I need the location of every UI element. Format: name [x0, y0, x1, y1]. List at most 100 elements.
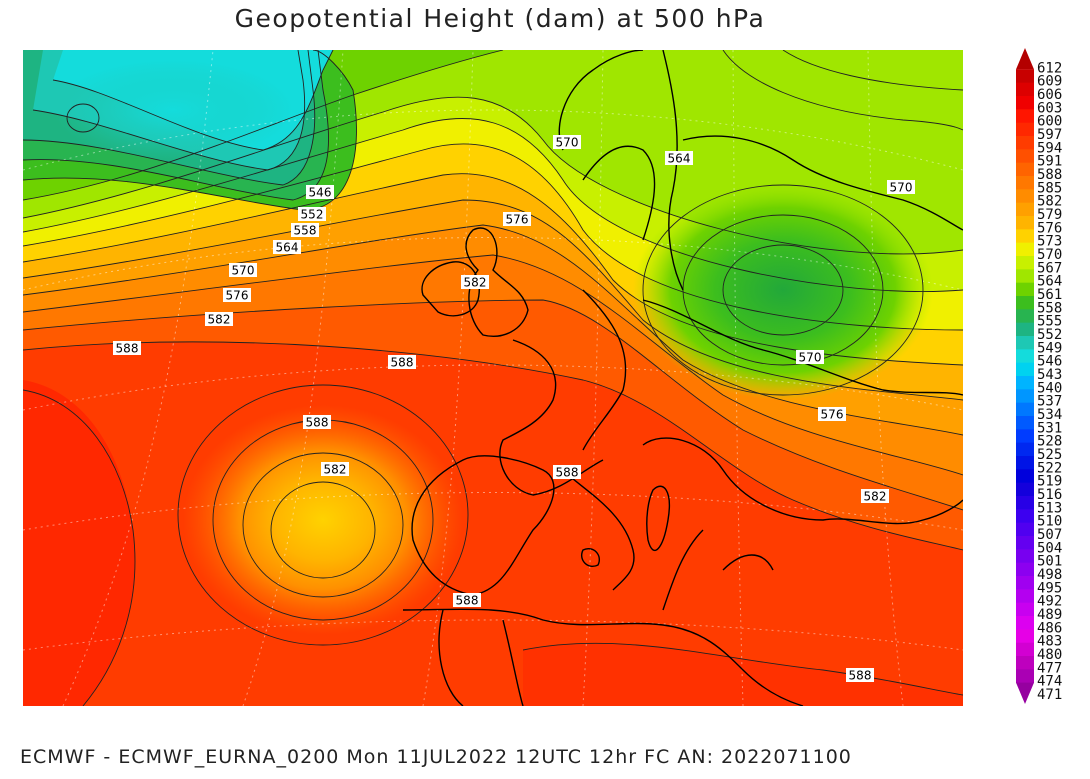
contour-lines: [23, 50, 963, 706]
svg-text:588: 588: [849, 669, 872, 683]
contour-label: 582: [861, 489, 889, 504]
colorbar-tick-label: 582: [1037, 194, 1062, 210]
colorbar-tick-label: 534: [1037, 407, 1062, 423]
colorbar-swatch: [1016, 589, 1034, 604]
colorbar-swatch: [1016, 82, 1034, 97]
band-594-south: [523, 643, 963, 706]
contour-label: 570: [796, 350, 824, 365]
svg-text:582: 582: [324, 463, 347, 477]
svg-text:576: 576: [506, 213, 529, 227]
svg-text:588: 588: [391, 356, 414, 370]
svg-text:552: 552: [301, 208, 324, 222]
colorbar-swatch: [1016, 282, 1034, 297]
svg-text:588: 588: [306, 416, 329, 430]
colorbar-tick-label: 555: [1037, 314, 1062, 330]
svg-text:588: 588: [116, 342, 139, 356]
colorbar-swatch: [1016, 309, 1034, 324]
colorbar-swatch: [1016, 496, 1034, 510]
colorbar-tick-label: 492: [1037, 594, 1062, 610]
colorbar-tick-label: 477: [1037, 660, 1062, 676]
colorbar-swatch: [1016, 522, 1034, 537]
svg-text:582: 582: [464, 276, 487, 290]
contour-label: 570: [553, 135, 581, 150]
colorbar-tick-label: 513: [1037, 500, 1062, 516]
colorbar-swatch: [1016, 149, 1034, 164]
contour-label: 546: [306, 185, 334, 200]
contour-label: 564: [273, 240, 301, 255]
svg-text:546: 546: [309, 186, 332, 200]
cyan-core: [53, 60, 293, 160]
colorbar-tick-label: 588: [1037, 167, 1062, 183]
colorbar-swatch: [1016, 256, 1034, 270]
svg-text:588: 588: [456, 594, 479, 608]
colorbar-tick-label: 561: [1037, 287, 1062, 303]
colorbar-swatch: [1016, 322, 1034, 337]
contour-label: 588: [113, 341, 141, 356]
contour-label: 576: [818, 407, 846, 422]
colorbar-tick-label: 600: [1037, 114, 1062, 130]
colorbar-swatch: [1016, 336, 1034, 350]
colorbar-swatch: [1016, 402, 1034, 417]
colorbar-tick-label: 606: [1037, 87, 1062, 103]
colorbar-swatch: [1016, 549, 1034, 564]
colorbar-tick-label: 573: [1037, 234, 1062, 250]
colorbar-swatch: [1016, 469, 1034, 484]
colorbar-tick-label: 480: [1037, 647, 1062, 663]
colorbar-tick-label: 531: [1037, 420, 1062, 436]
colorbar-tick-label: 501: [1037, 554, 1062, 570]
svg-text:582: 582: [864, 490, 887, 504]
colorbar-legend: 6126096066036005975945915885855825795765…: [1016, 48, 1062, 704]
colorbar-tick-label: 579: [1037, 207, 1062, 223]
colorbar-swatch: [1016, 656, 1034, 670]
colorbar-swatch: [1016, 642, 1034, 657]
colorbar-swatch: [1016, 48, 1034, 70]
contour-label: 558: [291, 223, 319, 238]
colorbar-tick-label: 486: [1037, 620, 1062, 636]
svg-text:570: 570: [799, 351, 822, 365]
colorbar-swatch: [1016, 389, 1034, 404]
colorbar-tick-label: 522: [1037, 460, 1062, 476]
contour-label: 564: [665, 151, 693, 166]
colorbar-tick-label: 576: [1037, 220, 1062, 236]
colorbar-swatch: [1016, 349, 1034, 364]
colorbar-swatches: [1016, 48, 1034, 704]
contour-label: 588: [388, 355, 416, 370]
svg-text:570: 570: [556, 136, 579, 150]
colorbar-swatch: [1016, 189, 1034, 204]
colorbar-swatch: [1016, 96, 1034, 110]
colorbar-tick-labels: 6126096066036005975945915885855825795765…: [1037, 60, 1062, 703]
colorbar-tick-label: 495: [1037, 580, 1062, 596]
contour-label: 576: [503, 212, 531, 227]
geopotential-height-map: 546 552 558 564 570 576 582 588 588 588 582 588 588 5…: [23, 50, 963, 706]
contour-label: 588: [453, 593, 481, 608]
colorbar-tick-label: 546: [1037, 354, 1062, 370]
colorbar-swatch: [1016, 509, 1034, 524]
colorbar-swatch: [1016, 629, 1034, 644]
colorbar-swatch: [1016, 682, 1034, 704]
subtropical-ridge: [183, 405, 463, 635]
colorbar-tick-label: 543: [1037, 367, 1062, 383]
colorbar-swatch: [1016, 562, 1034, 577]
colorbar-swatch: [1016, 122, 1034, 137]
svg-text:558: 558: [294, 224, 317, 238]
contour-label: 588: [553, 465, 581, 480]
colorbar-swatch: [1016, 376, 1034, 390]
colorbar-swatch: [1016, 269, 1034, 284]
colorbar-swatch: [1016, 362, 1034, 377]
colorbar-tick-label: 585: [1037, 180, 1062, 196]
colorbar-tick-label: 540: [1037, 380, 1062, 396]
colorbar-tick-label: 552: [1037, 327, 1062, 343]
colorbar-swatch: [1016, 616, 1034, 630]
colorbar-tick-label: 537: [1037, 394, 1062, 410]
cutoff-low: [633, 180, 933, 400]
colorbar-tick-label: 609: [1037, 74, 1062, 90]
colorbar-tick-label: 564: [1037, 274, 1062, 290]
colorbar-swatch: [1016, 176, 1034, 190]
contour-label: 570: [229, 263, 257, 278]
colorbar-swatch: [1016, 536, 1034, 550]
colorbar-tick-label: 525: [1037, 447, 1062, 463]
contour-label: 570: [887, 180, 915, 195]
colorbar-swatch: [1016, 242, 1034, 257]
colorbar-tick-label: 504: [1037, 540, 1062, 556]
contour-label: 588: [303, 415, 331, 430]
